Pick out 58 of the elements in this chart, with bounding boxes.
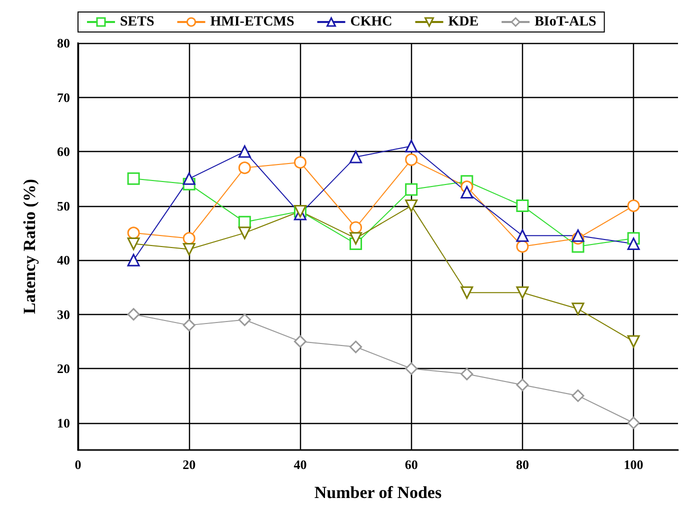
point [572, 389, 584, 402]
point [238, 226, 251, 240]
point [627, 200, 640, 212]
point [627, 335, 640, 348]
y-tick-label: 30 [57, 306, 70, 322]
legend-label: BIoT-ALS [534, 14, 597, 30]
y-tick-label: 70 [57, 90, 70, 105]
point [460, 186, 474, 198]
point [182, 242, 196, 256]
point [405, 183, 418, 196]
point [294, 156, 306, 169]
point [405, 362, 418, 375]
point [350, 150, 362, 164]
point [460, 286, 474, 299]
point [182, 172, 196, 185]
y-tick-label: 40 [57, 252, 70, 268]
x-tick-label: 100 [624, 457, 644, 472]
x-tick-label: 60 [404, 457, 418, 472]
legend-label: KDE [448, 14, 479, 30]
point [516, 200, 529, 212]
y-tick-label: 20 [57, 361, 70, 376]
point [350, 221, 362, 234]
point [294, 335, 306, 348]
legend-label: HMI-ETCMS [210, 14, 294, 30]
y-tick-label: 50 [57, 198, 70, 214]
y-axis-title: Latency Ratio (%) [20, 178, 39, 314]
point [516, 229, 529, 242]
point [627, 238, 640, 250]
point [460, 368, 474, 380]
point [127, 308, 140, 321]
point [572, 229, 584, 242]
point [516, 240, 529, 253]
point [238, 145, 251, 158]
point [405, 200, 418, 212]
x-axis-title: Number of Nodes [314, 483, 442, 502]
y-tick-label: 10 [57, 415, 70, 430]
x-tick-label: 20 [182, 457, 196, 472]
point [350, 232, 362, 245]
point [238, 162, 251, 174]
legend-label: SETS [120, 14, 154, 30]
point [127, 238, 140, 250]
y-tick-label: 80 [57, 36, 70, 50]
point [516, 378, 529, 392]
point [572, 302, 584, 316]
point [127, 254, 140, 266]
point [627, 416, 640, 430]
x-tick-label: 0 [74, 457, 82, 472]
point [238, 314, 251, 326]
x-tick-label: 80 [516, 457, 529, 472]
y-tick-label: 60 [57, 144, 70, 160]
point [350, 340, 362, 354]
point [405, 140, 418, 152]
point [182, 318, 196, 332]
legend-label: CKHC [350, 14, 392, 30]
x-tick-label: 40 [294, 457, 307, 472]
point [516, 286, 529, 299]
point [405, 153, 418, 166]
point [127, 172, 140, 185]
